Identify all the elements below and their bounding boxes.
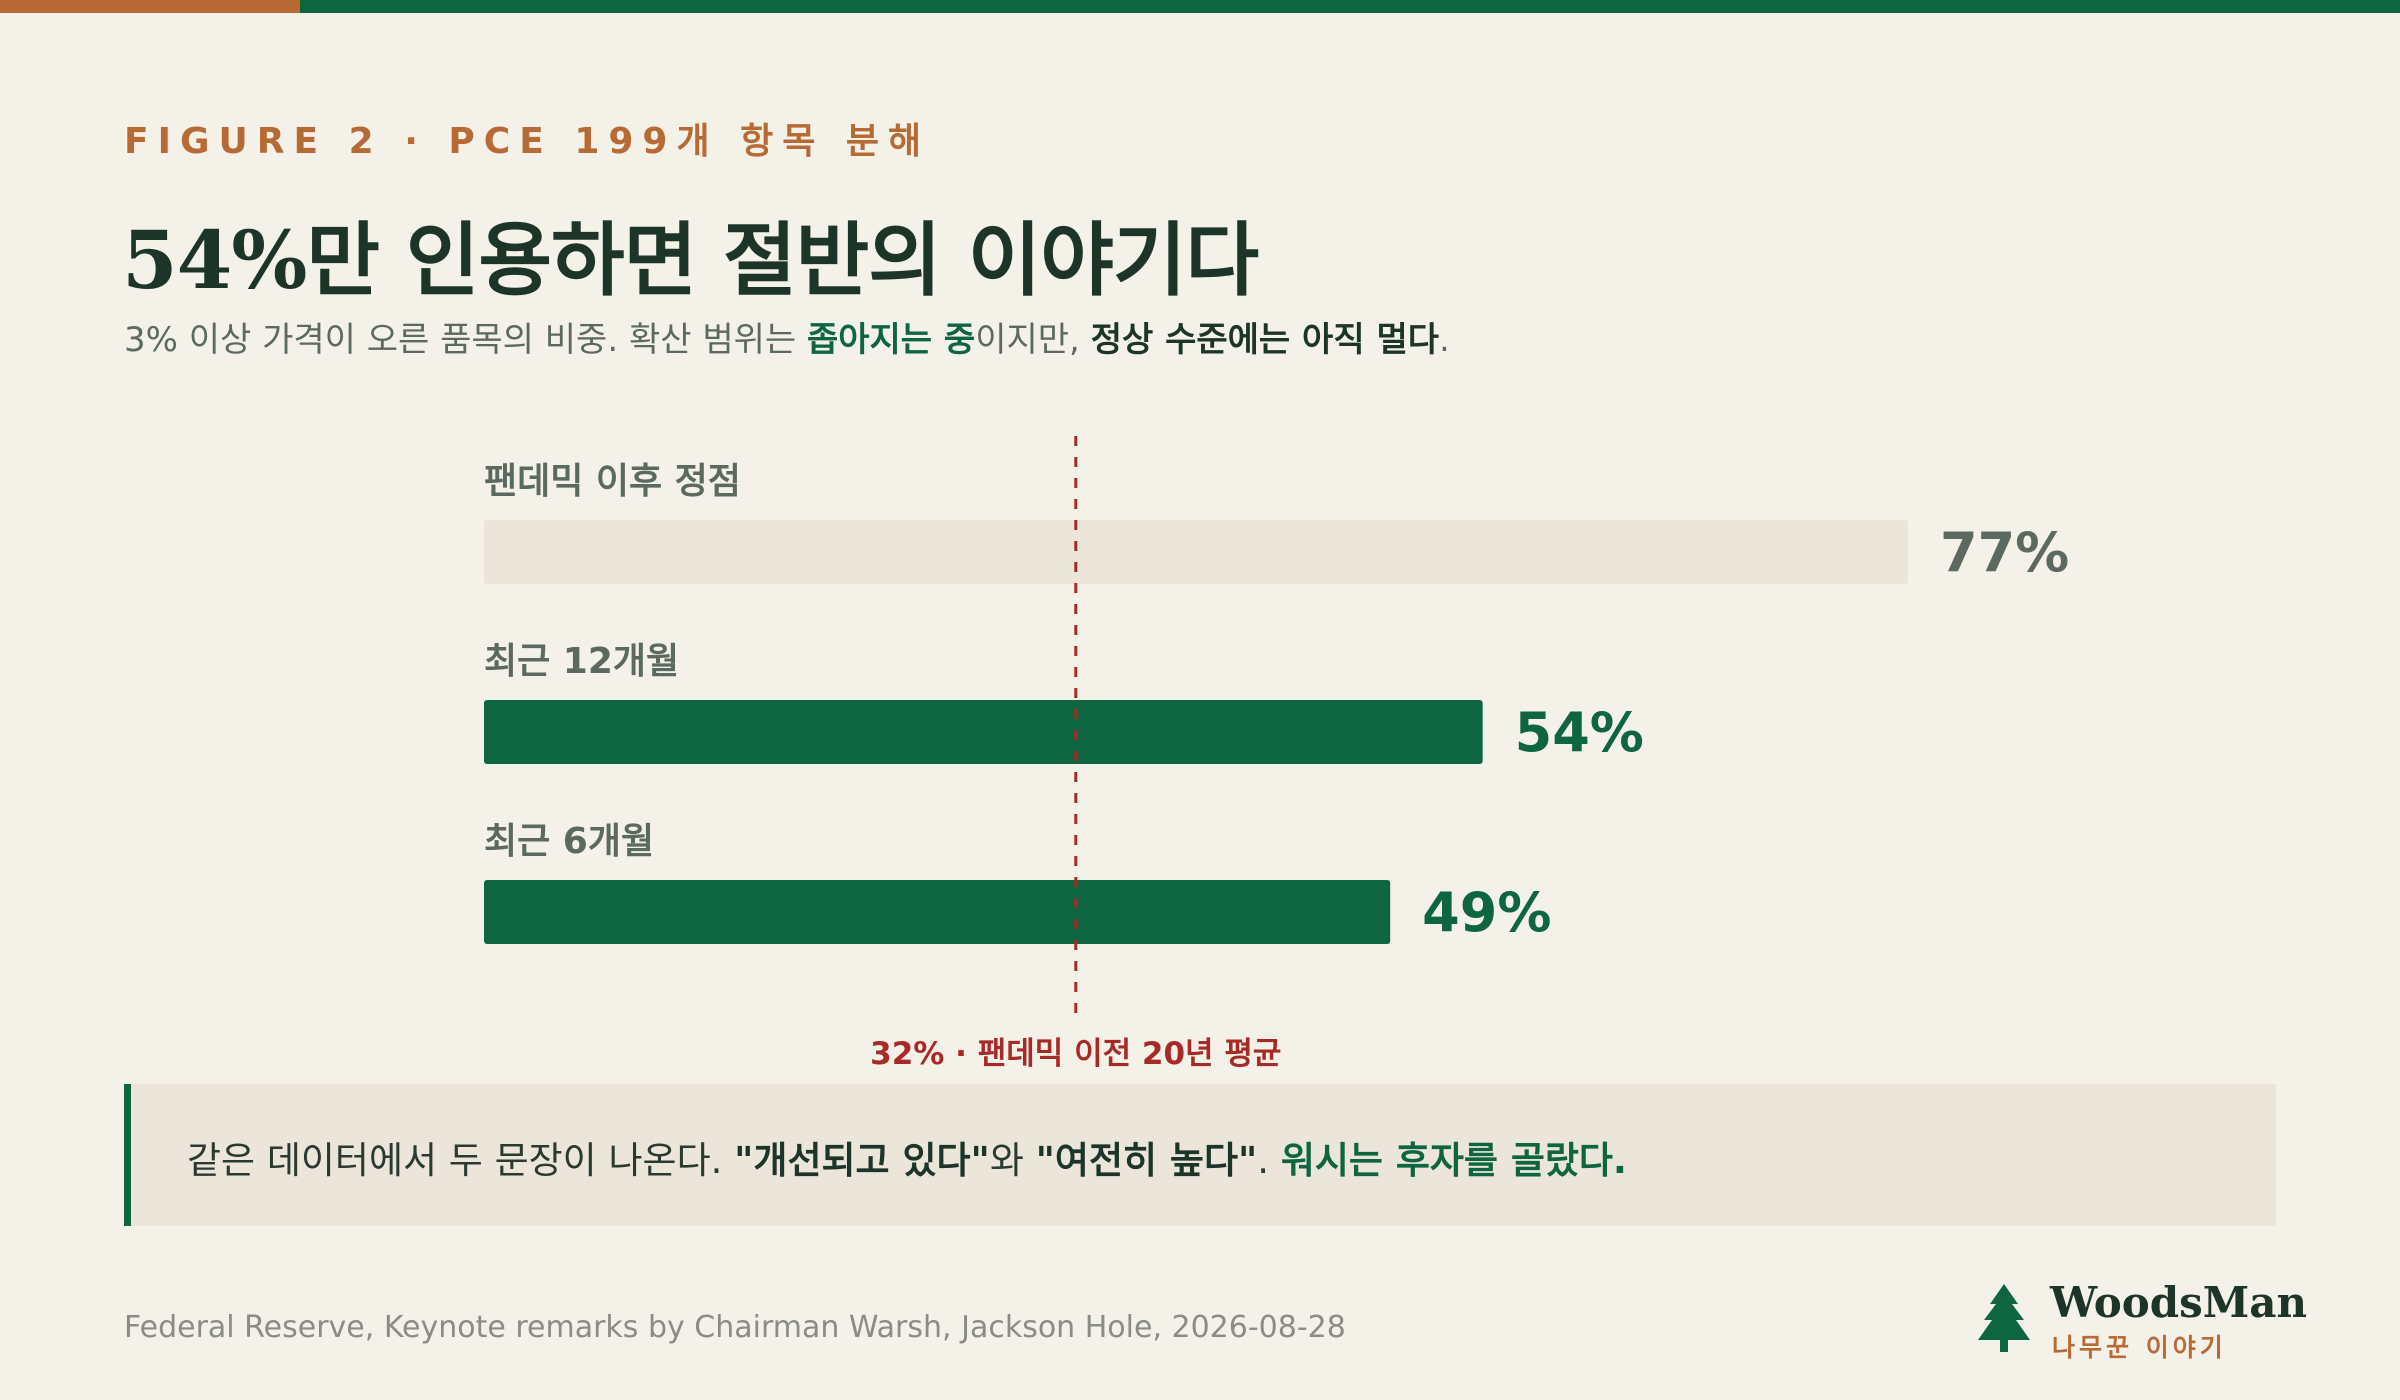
bar-category-label: 팬데믹 이후 정점 [484, 461, 741, 502]
callout-box: 같은 데이터에서 두 문장이 나온다. "개선되고 있다"와 "여전히 높다".… [124, 1084, 2276, 1226]
top-accent-bar [0, 0, 2400, 13]
subtitle-mid: 이지만, [975, 320, 1091, 360]
bar-value-label: 49% [1422, 881, 1551, 944]
bar-category-label: 최근 6개월 [484, 821, 654, 862]
logo-name: WoodsMan [2050, 1278, 2308, 1327]
bar [484, 700, 1483, 764]
subtitle-highlight-green: 좁아지는 중 [806, 320, 976, 360]
page-title: 54%만 인용하면 절반의 이야기다 [122, 213, 1259, 307]
bar-value-label: 77% [1940, 521, 2069, 584]
pine-tree-icon [1978, 1284, 2030, 1352]
subtitle: 3% 이상 가격이 오른 품목의 비중. 확산 범위는 좁아지는 중이지만, 정… [124, 312, 1450, 361]
callout-quote-still-high: "여전히 높다" [1035, 1139, 1258, 1182]
subtitle-end: . [1439, 320, 1450, 360]
subtitle-lead: 3% 이상 가격이 오른 품목의 비중. 확산 범위는 [124, 320, 807, 360]
callout-mid: 와 [989, 1139, 1036, 1182]
bar-category-label: 최근 12개월 [484, 641, 679, 682]
top-accent-bar-green [300, 0, 2400, 13]
source-note: Federal Reserve, Keynote remarks by Chai… [124, 1310, 1346, 1345]
callout-conclusion: 워시는 후자를 골랐다. [1280, 1139, 1627, 1182]
logo-subtitle: 나무꾼 이야기 [2052, 1333, 2227, 1362]
callout-quote-improving: "개선되고 있다" [734, 1139, 990, 1182]
top-accent-bar-orange [0, 0, 300, 13]
bar [484, 520, 1908, 584]
figure-eyebrow: FIGURE 2 · PCE 199개 항목 분해 [124, 121, 931, 162]
callout-mid2: . [1257, 1139, 1281, 1182]
bar-value-label: 54% [1515, 701, 1644, 764]
bar [484, 880, 1391, 944]
subtitle-highlight-dark: 정상 수준에는 아직 멀다 [1090, 320, 1439, 360]
reference-line-label: 32% · 팬데믹 이전 20년 평균 [870, 1036, 1281, 1072]
callout-text: 같은 데이터에서 두 문장이 나온다. "개선되고 있다"와 "여전히 높다".… [187, 1130, 1627, 1184]
callout-lead: 같은 데이터에서 두 문장이 나온다. [187, 1139, 735, 1182]
brand-logo: WoodsMan 나무꾼 이야기 [1976, 1278, 2307, 1362]
